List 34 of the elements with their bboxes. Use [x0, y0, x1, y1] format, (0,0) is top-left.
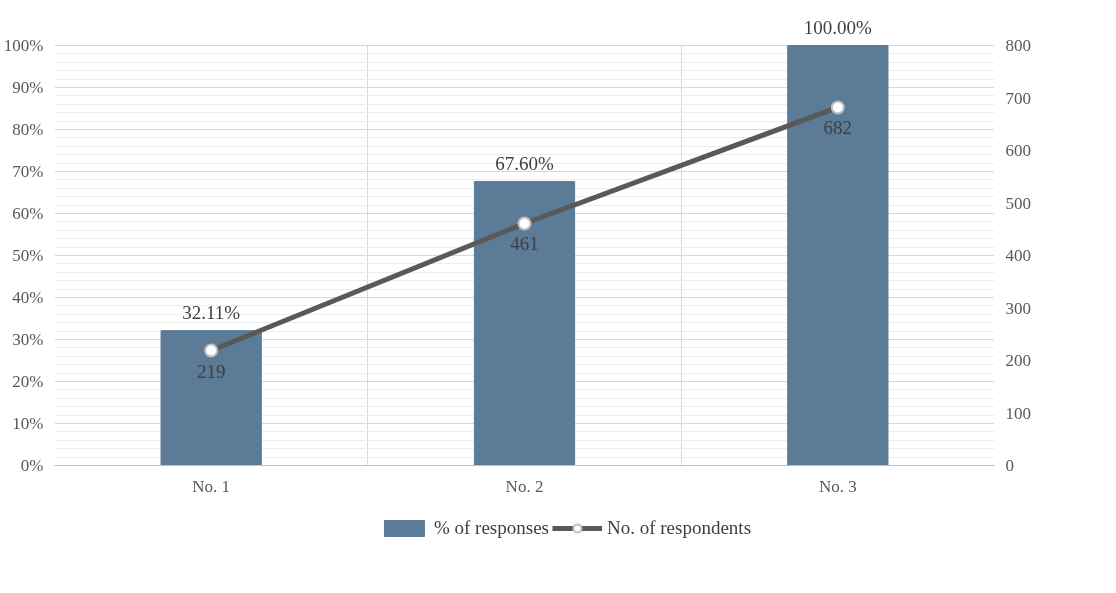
y-tick-label: 80%	[12, 120, 44, 139]
y2-tick-label: 100	[1005, 403, 1031, 423]
data-label: 219	[196, 360, 226, 382]
y-tick-label: 30%	[12, 330, 44, 349]
y2-tick-label: 500	[1005, 193, 1031, 213]
y-tick-label: 90%	[12, 78, 44, 97]
y-tick-label: 100%	[3, 36, 44, 55]
y-tick-label: 70%	[12, 162, 44, 181]
y-tick-label: 50%	[12, 246, 44, 265]
data-label: 67.60%	[495, 152, 554, 174]
x-tick-label: No. 3	[818, 476, 857, 496]
y2-tick-label: 0	[1005, 456, 1014, 475]
x-tick-label: No. 2	[505, 476, 544, 496]
y-tick-label: 20%	[12, 372, 44, 391]
y2-tick-label: 300	[1005, 298, 1031, 318]
y2-tick-label: 200	[1005, 351, 1031, 370]
legend-label: No. of respondents	[606, 517, 752, 539]
data-label: 100.00%	[803, 16, 873, 38]
y2-tick-label: 400	[1005, 246, 1031, 265]
data-label: 682	[823, 117, 853, 139]
bar	[473, 181, 576, 466]
x-tick-label: No. 1	[192, 476, 231, 496]
data-label: 461	[510, 233, 539, 255]
bar	[160, 330, 262, 466]
bar	[787, 45, 889, 466]
y-tick-label: 40%	[12, 288, 44, 307]
y-tick-label: 10%	[12, 414, 44, 433]
y2-tick-label: 600	[1005, 141, 1031, 160]
y2-tick-label: 700	[1005, 88, 1031, 108]
y2-tick-label: 800	[1005, 36, 1031, 55]
data-label: 32.11%	[182, 301, 241, 323]
y-tick-label: 60%	[12, 204, 44, 223]
legend-label: % of responses	[433, 517, 549, 539]
y-tick-label: 0%	[20, 456, 44, 475]
